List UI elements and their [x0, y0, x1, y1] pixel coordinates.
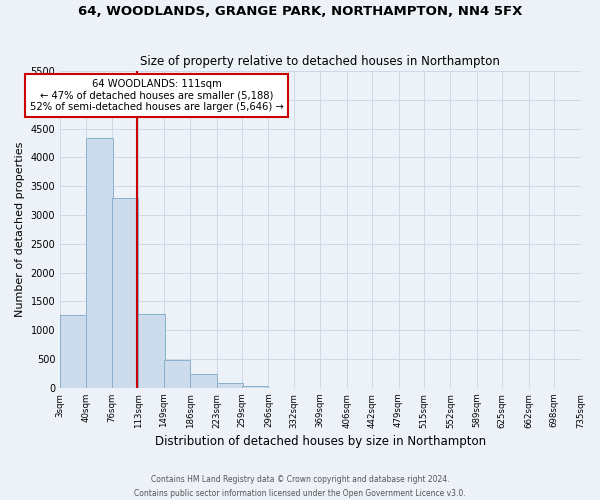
Bar: [242, 386, 268, 388]
Y-axis label: Number of detached properties: Number of detached properties: [15, 142, 25, 317]
Bar: [190, 374, 217, 388]
Bar: [60, 314, 86, 388]
Text: Contains HM Land Registry data © Crown copyright and database right 2024.
Contai: Contains HM Land Registry data © Crown c…: [134, 476, 466, 498]
Bar: [86, 138, 113, 388]
Title: Size of property relative to detached houses in Northampton: Size of property relative to detached ho…: [140, 56, 500, 68]
Text: 64, WOODLANDS, GRANGE PARK, NORTHAMPTON, NN4 5FX: 64, WOODLANDS, GRANGE PARK, NORTHAMPTON,…: [78, 5, 522, 18]
Bar: [112, 198, 139, 388]
X-axis label: Distribution of detached houses by size in Northampton: Distribution of detached houses by size …: [155, 434, 486, 448]
Bar: [164, 360, 190, 388]
Bar: [139, 314, 164, 388]
Text: 64 WOODLANDS: 111sqm
← 47% of detached houses are smaller (5,188)
52% of semi-de: 64 WOODLANDS: 111sqm ← 47% of detached h…: [29, 79, 283, 112]
Bar: [217, 384, 243, 388]
